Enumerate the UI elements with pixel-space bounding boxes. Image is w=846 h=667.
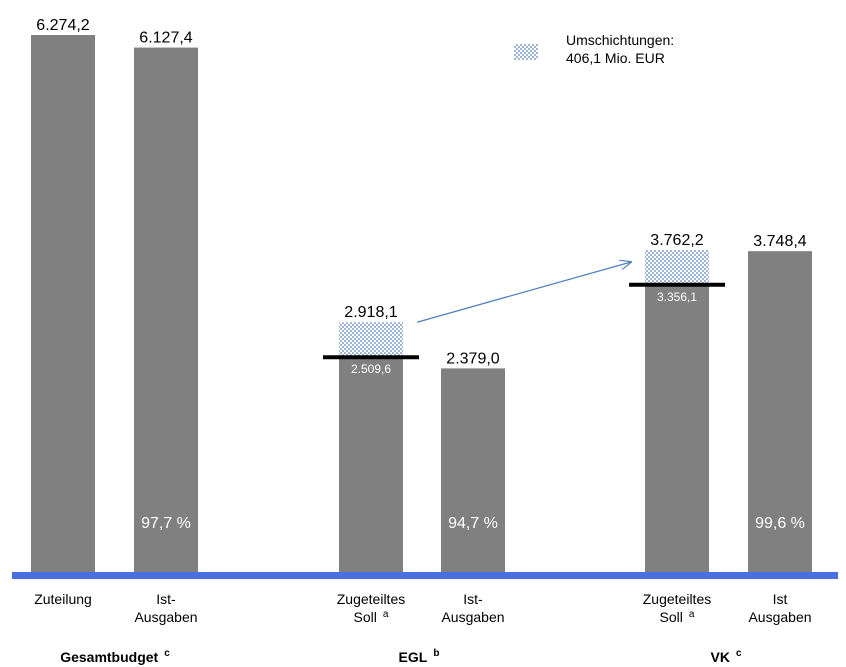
bar-g2-b1 xyxy=(748,251,812,572)
category-label-g1-b0-line0: Zugeteiltes xyxy=(337,591,405,607)
category-labels: Zuteilung Ist- Ausgaben Zugeteiltes Soll a Ist… xyxy=(34,591,811,625)
bar-g0-b1 xyxy=(134,47,198,573)
category-label-g1-b1-line0: Ist- xyxy=(463,591,483,607)
group-label-1: EGL b xyxy=(399,648,440,665)
value-label-g2-b1: 3.748,4 xyxy=(753,233,806,250)
bar-base-g1-b0 xyxy=(339,357,403,572)
category-label-g1-b0-line1: Soll a xyxy=(354,609,389,625)
base-label-g1-b0: 2.509,6 xyxy=(351,362,391,376)
group-sup-1: b xyxy=(433,648,439,659)
bar-shift-g1-b0 xyxy=(339,322,403,358)
value-label-g2-b0: 3.762,2 xyxy=(650,232,703,249)
group-label-0: Gesamtbudget c xyxy=(60,648,170,665)
value-label-g1-b0: 2.918,1 xyxy=(344,304,397,321)
category-label-g2-b1-line0: Ist xyxy=(773,591,788,607)
x-axis-baseline xyxy=(12,572,838,579)
category-label-g0-b1-line0: Ist- xyxy=(156,591,176,607)
bar-base-g2-b0 xyxy=(645,284,709,572)
legend-label-line2: 406,1 Mio. EUR xyxy=(566,50,665,66)
category-label-g2-b0-line0: Zugeteiltes xyxy=(643,591,711,607)
bar-shift-g2-b0 xyxy=(645,249,709,285)
pct-label-g1-b1: 94,7 % xyxy=(448,515,498,532)
shift-arrow xyxy=(416,262,631,323)
legend: Umschichtungen: 406,1 Mio. EUR xyxy=(514,32,674,66)
bar-g1-b1 xyxy=(441,368,505,572)
group-labels: Gesamtbudget c EGL b VK c xyxy=(60,648,742,665)
legend-swatch xyxy=(514,44,538,60)
category-label-g0-b1-line1: Ausgaben xyxy=(134,609,197,625)
bars-layer xyxy=(31,35,812,573)
base-label-g2-b0: 3.356,1 xyxy=(657,290,697,304)
value-label-g1-b1: 2.379,0 xyxy=(446,350,499,367)
value-label-g0-b0: 6.274,2 xyxy=(36,17,89,34)
legend-label-line1: Umschichtungen: xyxy=(566,32,674,48)
category-sup-g1-b0: a xyxy=(383,609,389,620)
category-label-g1-b1-line1: Ausgaben xyxy=(441,609,504,625)
category-label-g2-b0-line1: Soll a xyxy=(660,609,695,625)
value-label-g0-b1: 6.127,4 xyxy=(139,30,192,47)
pct-label-g2-b1: 99,6 % xyxy=(755,515,805,532)
group-sup-0: c xyxy=(164,648,170,659)
group-sup-2: c xyxy=(736,648,742,659)
group-label-2: VK c xyxy=(710,648,741,665)
labels-layer: 6.274,2 6.127,4 97,7 % 2.509,6 2.918,1 2.379,… xyxy=(36,17,806,532)
pct-label-g0-b1: 97,7 % xyxy=(141,515,191,532)
category-label-g0-b0-line0: Zuteilung xyxy=(34,591,92,607)
category-label-g2-b1-line1: Ausgaben xyxy=(748,609,811,625)
bar-g0-b0 xyxy=(31,35,95,572)
category-sup-g2-b0: a xyxy=(689,609,695,620)
